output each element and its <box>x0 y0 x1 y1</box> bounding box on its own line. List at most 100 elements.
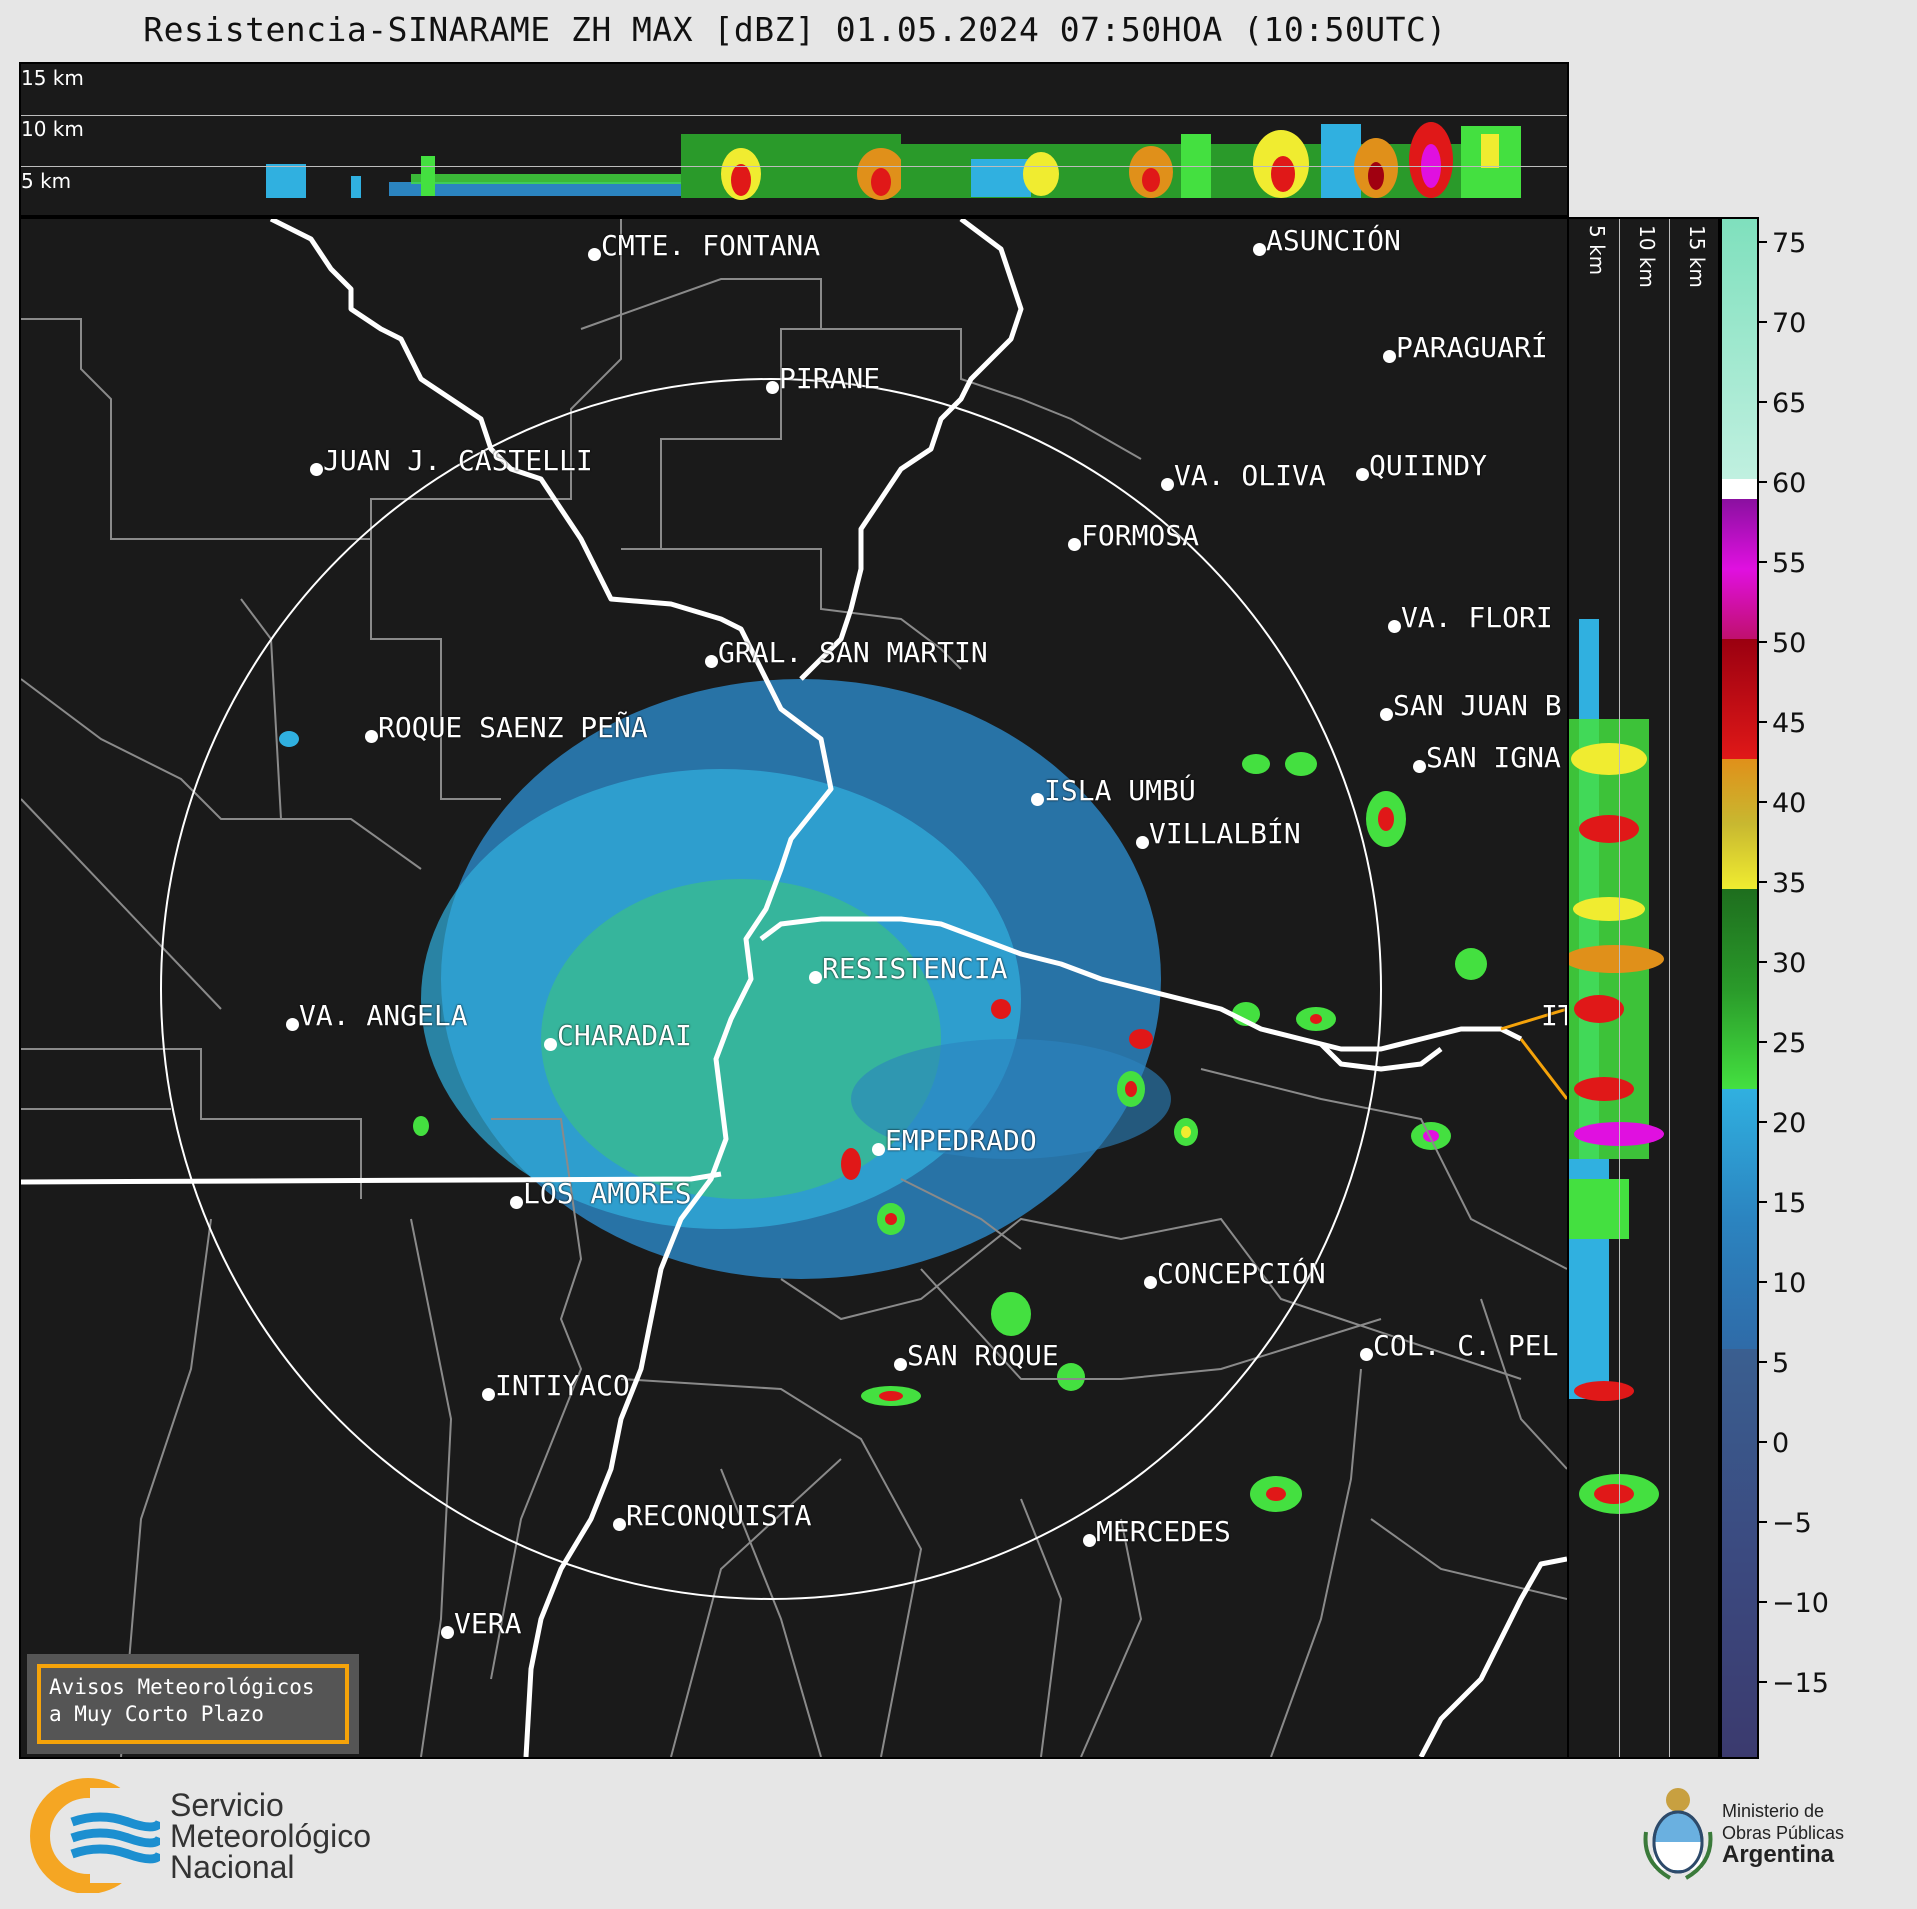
city-label: COL. C. PEL <box>1373 1329 1559 1362</box>
cb-label-60: 60 <box>1772 468 1807 499</box>
city-label: VILLALBÍN <box>1149 817 1301 850</box>
city-marker <box>510 1196 523 1209</box>
city-pirane: PIRANE <box>766 362 881 395</box>
top-cross-section-panel: 15 km 10 km 5 km <box>19 62 1569 217</box>
city-label: LOS AMORES <box>523 1177 692 1210</box>
cb-label-75: 75 <box>1772 228 1807 259</box>
cb-label-45: 45 <box>1772 708 1807 739</box>
cb-label-minus5: −5 <box>1772 1508 1812 1539</box>
city-label: ISLA UMBÚ <box>1044 774 1196 807</box>
city-label: QUIINDY <box>1369 449 1488 482</box>
city-marker <box>766 381 779 394</box>
city-marker <box>1253 243 1266 256</box>
side-10km-line <box>1619 219 1620 1757</box>
city-marker <box>1031 793 1044 806</box>
city-marker <box>705 655 718 668</box>
cb-label-25: 25 <box>1772 1028 1807 1059</box>
cb-green <box>1722 889 1757 1089</box>
city-quiindy: QUIINDY <box>1356 449 1488 482</box>
warning-box[interactable]: Avisos Meteorológicos a Muy Corto Plazo <box>27 1654 359 1754</box>
ministry-logo-line-1: Ministerio de <box>1722 1801 1825 1821</box>
city-label: VA. ANGELA <box>299 999 468 1032</box>
cb-label-65: 65 <box>1772 388 1807 419</box>
city-marker <box>286 1018 299 1031</box>
coat-of-arms-icon <box>1643 1788 1713 1880</box>
map-graphics <box>21 219 1567 1757</box>
warning-box-frame: Avisos Meteorológicos a Muy Corto Plazo <box>37 1664 349 1744</box>
city-cmte-fontana: CMTE. FONTANA <box>588 229 821 262</box>
side-alt-label-5: 5 km <box>1585 225 1609 276</box>
city-label: VERA <box>454 1607 522 1640</box>
side-alt-label-15: 15 km <box>1685 225 1709 288</box>
cb-white <box>1722 479 1757 499</box>
city-villalbin: VILLALBÍN <box>1136 817 1301 850</box>
city-marker <box>1380 708 1393 721</box>
city-marker <box>1068 538 1081 551</box>
city-label: FORMOSA <box>1081 519 1200 552</box>
radar-range-ring <box>160 378 1382 1600</box>
city-juan-castelli: JUAN J. CASTELLI <box>310 444 593 477</box>
city-intiyaco: INTIYACO <box>482 1369 630 1402</box>
ministry-logo-line-3: Argentina <box>1722 1841 1835 1868</box>
side-15km-line <box>1669 219 1670 1757</box>
warning-line-1: Avisos Meteorológicos <box>49 1675 315 1699</box>
cb-label-15: 15 <box>1772 1188 1807 1219</box>
city-marker <box>588 248 601 261</box>
city-label: CMTE. FONTANA <box>601 229 821 262</box>
city-label: RESISTENCIA <box>822 952 1008 985</box>
smn-logo-line-3: Nacional <box>170 1849 295 1885</box>
city-concepcion: CONCEPCIÓN <box>1144 1257 1326 1290</box>
cb-magenta <box>1722 499 1757 639</box>
radar-map[interactable]: CMTE. FONTANA PIRANE JUAN J. CASTELLI AS… <box>19 217 1569 1759</box>
side-cross-section-panel: 5 km 10 km 15 km <box>1564 217 1720 1759</box>
city-label: IT <box>1541 999 1567 1032</box>
cb-mint <box>1722 219 1757 479</box>
city-label: PARAGUARÍ <box>1396 331 1548 364</box>
top-10km-line <box>21 166 1567 167</box>
side-echo-profile <box>1564 619 1664 1514</box>
cb-label-20: 20 <box>1772 1108 1807 1139</box>
map-title: Resistencia-SINARAME ZH MAX [dBZ] 01.05.… <box>143 10 1447 49</box>
city-gral-san-martin: GRAL. SAN MARTIN <box>705 636 988 669</box>
echo-area-green <box>541 879 941 1199</box>
cb-label-10: 10 <box>1772 1268 1807 1299</box>
city-label: PIRANE <box>779 362 881 395</box>
city-label: MERCEDES <box>1096 1515 1231 1548</box>
city-marker <box>1360 1348 1373 1361</box>
city-marker <box>310 463 323 476</box>
city-label: ROQUE SAENZ PEÑA <box>378 711 648 744</box>
city-vera: VERA <box>441 1607 522 1640</box>
city-va-oliva: VA. OLIVA <box>1161 459 1326 492</box>
top-15km-line <box>21 115 1567 116</box>
city-san-roque: SAN ROQUE <box>894 1339 1059 1372</box>
city-roque-saenz-pena: ROQUE SAENZ PEÑA <box>365 711 648 744</box>
cb-label-0: 0 <box>1772 1428 1790 1459</box>
city-san-juan-bautista: SAN JUAN B <box>1380 689 1562 722</box>
cb-label-35: 35 <box>1772 868 1807 899</box>
city-marker <box>1136 836 1149 849</box>
city-label: ASUNCIÓN <box>1266 224 1401 257</box>
city-marker <box>872 1143 885 1156</box>
top-alt-label-15: 15 km <box>21 66 84 90</box>
dbz-colorbar <box>1720 217 1759 1759</box>
city-label: SAN JUAN B <box>1393 689 1562 722</box>
city-va-angela: VA. ANGELA <box>286 999 468 1032</box>
city-marker <box>1083 1534 1096 1547</box>
city-label: VA. OLIVA <box>1174 459 1326 492</box>
city-formosa: FORMOSA <box>1068 519 1200 552</box>
city-label: JUAN J. CASTELLI <box>323 444 593 477</box>
cb-yellow <box>1722 759 1757 889</box>
city-ituzaingo: IT <box>1541 999 1567 1032</box>
cb-label-minus10: −10 <box>1772 1588 1829 1619</box>
top-echo-profile <box>266 122 1521 200</box>
city-label: SAN IGNA <box>1426 741 1561 774</box>
top-alt-label-5: 5 km <box>21 169 72 193</box>
city-marker <box>1383 350 1396 363</box>
city-label: SAN ROQUE <box>907 1339 1059 1372</box>
city-col-c-pellegrini: COL. C. PEL <box>1360 1329 1559 1362</box>
city-label: GRAL. SAN MARTIN <box>718 636 988 669</box>
department-borders <box>21 219 1567 1757</box>
side-alt-label-10: 10 km <box>1635 225 1659 288</box>
rivers <box>21 219 1567 1757</box>
city-label: CHARADAI <box>557 1019 692 1052</box>
